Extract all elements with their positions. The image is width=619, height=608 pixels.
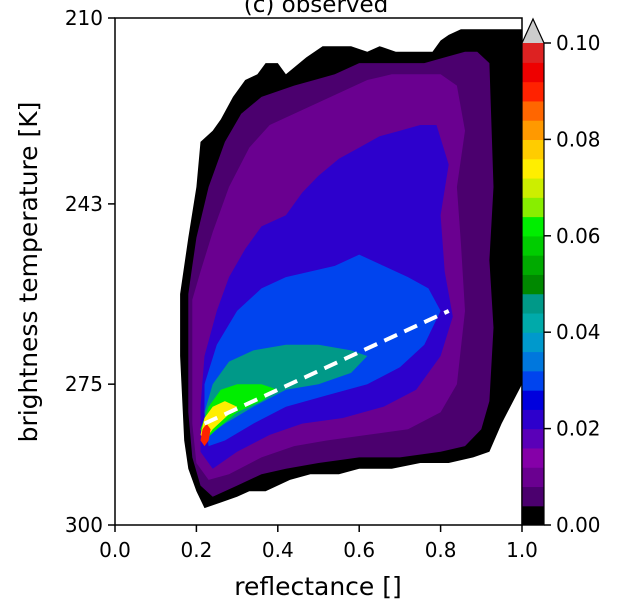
y-tick-label: 275 [65,372,103,396]
colorbar-segment [522,505,544,526]
colorbar-segment [522,486,544,507]
colorbar-segment [522,139,544,160]
colorbar-tick-label: 0.02 [556,417,601,441]
colorbar-segment [522,312,544,333]
y-axis-ticks: 210 243 275 300 [65,6,115,537]
colorbar-segment [522,428,544,449]
colorbar-segment [522,293,544,314]
x-tick-label: 1.0 [506,538,538,562]
colorbar-segment [522,235,544,256]
colorbar-segment [522,100,544,121]
colorbar-segment [522,409,544,430]
colorbar [521,17,545,526]
colorbar-tick-label: 0.08 [556,127,601,151]
chart-title: (c) observed [244,0,389,18]
colorbar-segment [522,120,544,140]
colorbar-segment [522,81,544,102]
colorbar-segment [522,274,544,295]
colorbar-tick-label: 0.04 [556,320,601,344]
y-tick-label: 243 [65,192,103,216]
colorbar-tick-label: 0.06 [556,224,601,248]
fit-line [203,309,450,426]
colorbar-segment [522,216,544,237]
y-tick-label: 300 [65,513,103,537]
x-tick-label: 0.8 [425,538,457,562]
x-axis-label: reflectance [] [234,572,402,601]
colorbar-segment [522,158,544,179]
contour-level-8 [200,423,211,447]
contour-fill-layer [180,29,522,509]
colorbar-segment [522,390,544,410]
colorbar-ticks: 0.00 0.02 0.04 0.06 0.08 0.10 [544,31,601,537]
colorbar-tick-label: 0.10 [556,31,601,55]
x-axis-ticks: 0.0 0.2 0.4 0.6 0.8 1.0 [99,525,538,562]
colorbar-segment [522,197,544,218]
colorbar-segment [522,255,544,275]
y-tick-label: 210 [65,6,103,30]
colorbar-segment [522,467,544,488]
x-tick-label: 0.0 [99,538,131,562]
colorbar-segment [522,62,544,83]
colorbar-outline [521,17,545,526]
colorbar-tick-label: 0.00 [556,513,601,537]
x-tick-label: 0.2 [180,538,212,562]
colorbar-extend-arrow [522,19,544,43]
colorbar-segment [522,332,544,353]
colorbar-segment [522,177,544,198]
colorbar-segment [522,43,544,63]
x-tick-label: 0.6 [343,538,375,562]
y-axis-label: brightness temperature [K] [14,102,43,443]
colorbar-segment [522,370,544,391]
colorbar-segment [522,351,544,372]
colorbar-segment [522,447,544,468]
contour-level-6 [200,384,278,441]
x-tick-label: 0.4 [262,538,294,562]
